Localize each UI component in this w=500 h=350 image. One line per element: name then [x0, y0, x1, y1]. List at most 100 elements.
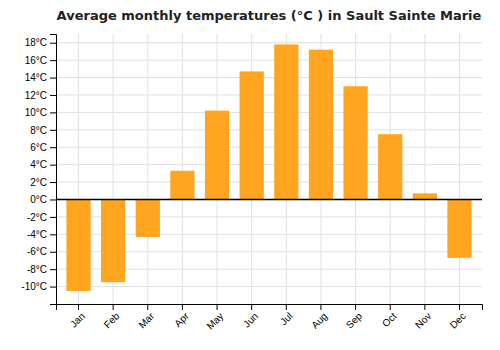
- tick: -2°C: [27, 212, 56, 223]
- tick-label: Jun: [241, 310, 260, 329]
- tick-label: -10°C: [21, 281, 47, 292]
- tick-mark: [50, 234, 56, 235]
- tick-label: Jan: [68, 310, 87, 329]
- tick-label: Feb: [102, 310, 122, 330]
- baseline: [56, 199, 482, 201]
- bars: [56, 44, 482, 290]
- grid-line-y: [56, 112, 482, 113]
- bar: [274, 44, 298, 199]
- tick: Sep: [344, 304, 365, 331]
- tick-mark: [390, 304, 391, 310]
- tick: 18°C: [25, 37, 56, 48]
- bar: [101, 199, 125, 282]
- grid: [56, 34, 482, 304]
- tick: -6°C: [27, 246, 56, 257]
- tick-mark: [50, 199, 56, 200]
- grid-line-x: [147, 34, 148, 304]
- tick-label: -6°C: [27, 246, 47, 257]
- tick-mark: [50, 217, 56, 218]
- grid-line-x: [182, 34, 183, 304]
- tick-mark: [50, 95, 56, 96]
- tick: 6°C: [30, 142, 56, 153]
- tick: Mar: [136, 304, 156, 330]
- tick: Aug: [309, 304, 329, 331]
- tick: 10°C: [25, 107, 56, 118]
- tick-label: -4°C: [27, 229, 47, 240]
- tick: Jun: [241, 304, 260, 330]
- tick-mark: [78, 304, 79, 310]
- bar: [240, 71, 264, 199]
- tick: Dec: [448, 304, 468, 331]
- tick-label: 8°C: [30, 125, 47, 136]
- tick-mark: [182, 304, 183, 310]
- tick-mark: [355, 304, 356, 310]
- tick-mark: [217, 304, 218, 310]
- tick: -8°C: [27, 264, 56, 275]
- grid-line-y: [56, 94, 482, 95]
- tick-label: 4°C: [30, 159, 47, 170]
- tick-mark: [50, 165, 56, 166]
- bar: [413, 193, 437, 199]
- tick-mark: [320, 304, 321, 310]
- tick-mark: [50, 182, 56, 183]
- tick: -4°C: [27, 229, 56, 240]
- tick: 0°C: [30, 194, 56, 205]
- tick: 4°C: [30, 159, 56, 170]
- tick: Feb: [102, 304, 122, 330]
- grid-line-y: [56, 164, 482, 165]
- tick-label: -8°C: [27, 264, 47, 275]
- plot-area: -10°C -8°C -6°C -4°C -2°C 0°C 2°C 4°C 6°C 8°C 10°C…: [21, 34, 482, 332]
- grid-line-y: [56, 129, 482, 130]
- tick-label: -2°C: [27, 212, 47, 223]
- tick-mark: [50, 147, 56, 148]
- tick-mark: [459, 304, 460, 310]
- y-axis: -10°C -8°C -6°C -4°C -2°C 0°C 2°C 4°C 6°C 8°C 10°C…: [21, 35, 56, 305]
- tick-mark: [50, 43, 56, 44]
- grid-line-y: [56, 60, 482, 61]
- grid-line-y: [56, 182, 482, 183]
- tick-mark: [147, 304, 148, 310]
- tick-label: 10°C: [25, 107, 47, 118]
- tick-mark: [50, 78, 56, 79]
- grid-line-y: [56, 199, 482, 200]
- tick: 14°C: [25, 72, 56, 83]
- tick-label: Aug: [309, 310, 329, 330]
- tick-label: 14°C: [25, 72, 47, 83]
- tick-label: 2°C: [30, 177, 47, 188]
- tick-label: 6°C: [30, 142, 47, 153]
- tick-mark: [50, 269, 56, 270]
- x-axis: Jan Feb Mar Apr May Jun Jul Aug Sep Oct Nov Dec: [57, 304, 483, 332]
- tick-label: 16°C: [25, 55, 47, 66]
- tick-label: May: [204, 310, 225, 331]
- tick: Oct: [380, 304, 399, 329]
- tick-label: Oct: [380, 310, 399, 329]
- tick-label: Mar: [136, 310, 156, 330]
- axis-line: [50, 35, 57, 305]
- tick-label: Apr: [172, 310, 191, 329]
- bar: [343, 86, 367, 199]
- axis-line: [57, 305, 483, 311]
- tick-label: Nov: [413, 310, 433, 330]
- tick-mark: [50, 287, 56, 288]
- tick: 12°C: [25, 90, 56, 101]
- grid-line-x: [459, 34, 460, 304]
- bar: [447, 199, 471, 257]
- tick: -10°C: [21, 281, 56, 292]
- grid-line-x: [424, 34, 425, 304]
- bar: [136, 199, 160, 236]
- tick: Jan: [68, 304, 87, 330]
- grid-line-y: [56, 286, 482, 287]
- tick-mark: [286, 304, 287, 310]
- tick-mark: [50, 60, 56, 61]
- tick-mark: [424, 304, 425, 310]
- bar: [66, 199, 90, 290]
- bar: [309, 50, 333, 200]
- chart: -10°C -8°C -6°C -4°C -2°C 0°C 2°C 4°C 6°C 8°C 10°C…: [0, 0, 500, 350]
- bar: [378, 134, 402, 199]
- tick-mark: [50, 252, 56, 253]
- tick: Jul: [278, 304, 295, 327]
- tick-label: 0°C: [30, 194, 47, 205]
- tick-mark: [50, 112, 56, 113]
- bar: [205, 111, 229, 200]
- tick: Apr: [172, 304, 191, 329]
